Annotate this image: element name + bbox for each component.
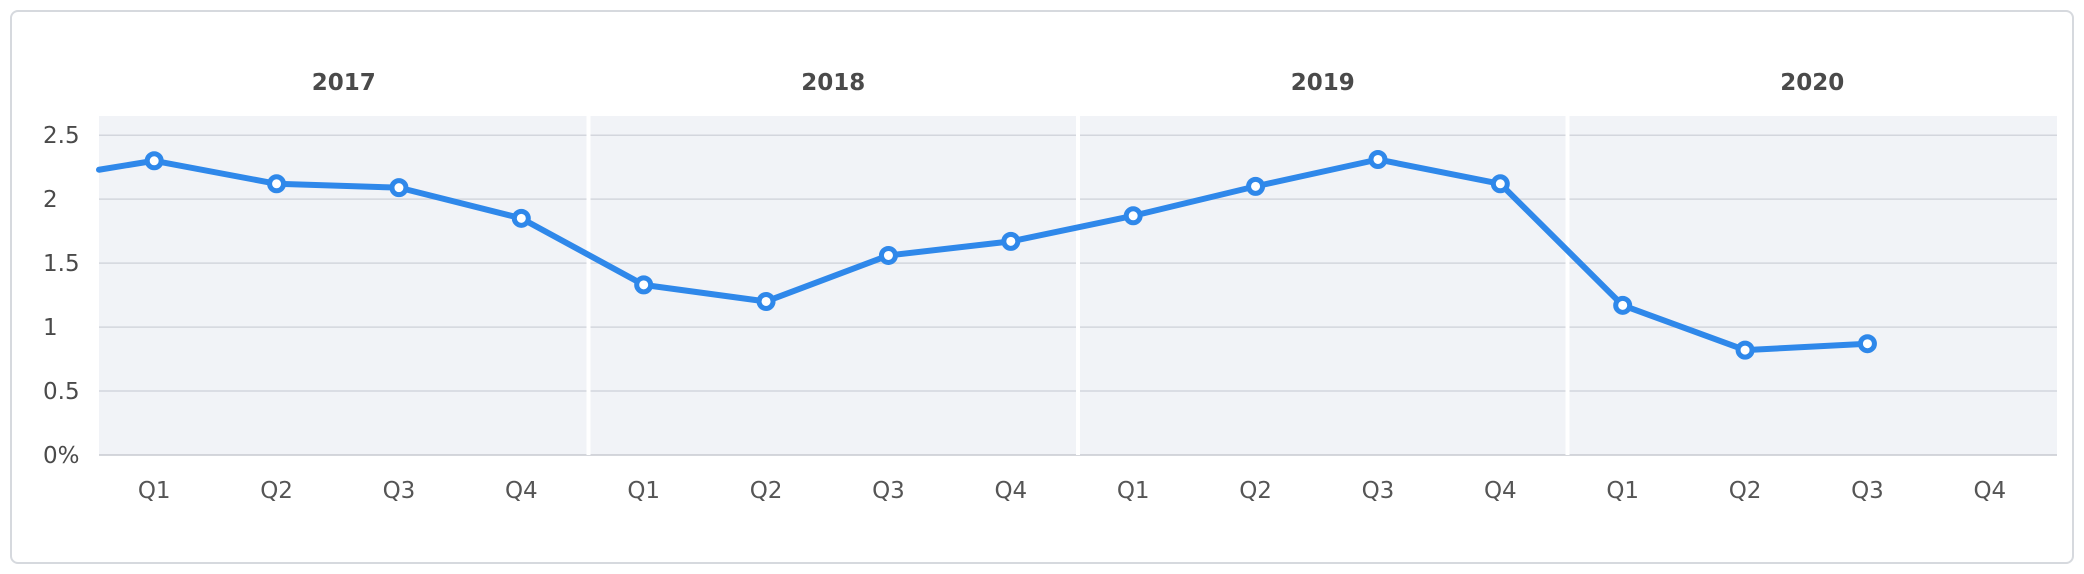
data-point: [1857, 334, 1877, 354]
y-tick-label: 2.5: [43, 123, 80, 149]
year-label-2018: 2018: [801, 70, 865, 96]
data-point: [144, 151, 164, 171]
data-point: [1735, 340, 1755, 360]
x-tick-label: Q3: [1362, 478, 1395, 504]
x-tick-label: Q1: [1606, 478, 1639, 504]
data-point: [878, 245, 898, 265]
y-tick-label: 2: [43, 187, 58, 213]
data-point: [1368, 149, 1388, 169]
data-point: [1246, 176, 1266, 196]
year-label-2019: 2019: [1291, 70, 1355, 96]
data-point: [1613, 295, 1633, 315]
y-tick-label: 0.5: [43, 379, 80, 405]
x-tick-label: Q2: [750, 478, 783, 504]
x-tick-label: Q2: [260, 478, 293, 504]
x-tick-label: Q2: [1729, 478, 1762, 504]
x-tick-label: Q2: [1239, 478, 1272, 504]
x-tick-label: Q4: [1484, 478, 1517, 504]
data-point: [1123, 206, 1143, 226]
y-tick-label: 1: [43, 315, 58, 341]
y-tick-label: 1.5: [43, 251, 80, 277]
y-tick-label: 0%: [43, 443, 80, 469]
data-point: [267, 174, 287, 194]
year-label-2017: 2017: [312, 70, 376, 96]
data-point: [1490, 174, 1510, 194]
data-point: [1001, 231, 1021, 251]
x-tick-label: Q4: [1973, 478, 2006, 504]
data-point: [756, 291, 776, 311]
x-tick-label: Q4: [505, 478, 538, 504]
x-tick-label: Q3: [1851, 478, 1884, 504]
x-tick-label: Q1: [138, 478, 171, 504]
x-tick-label: Q3: [383, 478, 416, 504]
x-tick-label: Q4: [994, 478, 1027, 504]
data-point: [511, 208, 531, 228]
data-point: [634, 275, 654, 295]
x-tick-label: Q1: [1117, 478, 1150, 504]
data-point: [389, 178, 409, 198]
series-line: [96, 156, 1871, 354]
year-label-2020: 2020: [1780, 70, 1844, 96]
x-tick-label: Q1: [627, 478, 660, 504]
x-tick-label: Q3: [872, 478, 905, 504]
